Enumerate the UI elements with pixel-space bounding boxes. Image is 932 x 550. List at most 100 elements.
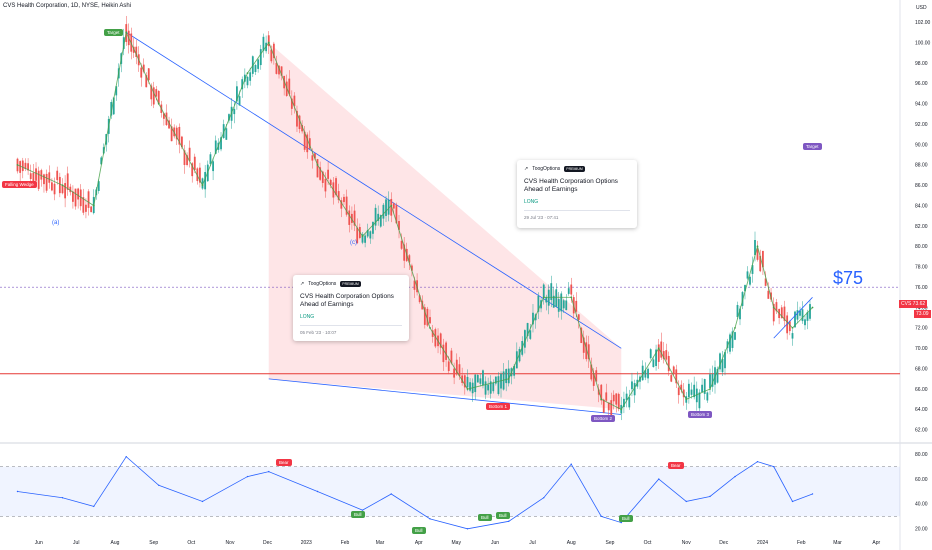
candle-body — [82, 197, 85, 213]
candle-body — [665, 350, 668, 360]
candle-body — [764, 278, 767, 286]
price-point — [772, 306, 775, 309]
idea-author-row: ↗ ToogOptions PREMIUM — [300, 281, 402, 287]
candle-body — [110, 102, 113, 116]
candle-body — [296, 110, 298, 127]
price-point — [16, 163, 19, 166]
candle-body — [64, 183, 67, 199]
candle-body — [74, 188, 77, 207]
candle-body — [238, 96, 241, 106]
candle-body — [353, 210, 356, 226]
candle-body — [484, 381, 487, 395]
candle-body — [682, 389, 685, 398]
time-tick-label: Jun — [491, 540, 499, 546]
candle-body — [729, 334, 731, 352]
price-point — [542, 296, 545, 299]
price-tick-label: 64.00 — [915, 407, 928, 413]
candle-body — [756, 248, 759, 260]
candle-body — [97, 181, 100, 191]
candle-body — [585, 342, 588, 360]
candle-body — [272, 43, 275, 59]
idea-card-2[interactable]: ↗ ToogOptions PREMIUM CVS Health Corpora… — [293, 275, 409, 341]
lower-trendline — [268, 378, 622, 415]
candle-body — [29, 173, 32, 180]
candle-body — [290, 98, 293, 109]
candle-body — [21, 160, 24, 172]
candle-body — [411, 265, 413, 271]
candle-body — [799, 310, 801, 316]
rsi-point — [620, 521, 622, 524]
time-tick-label: Dec — [719, 540, 728, 546]
candle-body — [329, 179, 332, 186]
price-point — [157, 102, 160, 105]
candle-body — [751, 265, 754, 274]
candle-body — [337, 191, 340, 201]
candle-body — [183, 150, 186, 165]
candle-body — [135, 46, 138, 57]
time-tick-label: Dec — [263, 540, 272, 546]
rsi-point — [658, 478, 660, 480]
candle-body — [780, 307, 783, 319]
candle-body — [413, 280, 416, 290]
price-point — [756, 245, 759, 248]
price-point — [316, 163, 319, 166]
price-point — [201, 184, 204, 187]
price-point — [570, 296, 573, 299]
candle-body — [24, 162, 27, 169]
candle-body — [662, 351, 665, 360]
idea-direction: LONG — [524, 199, 539, 205]
price-point — [429, 327, 431, 329]
candle-body — [794, 311, 796, 328]
candle-body — [526, 323, 529, 337]
idea-date: 29 Jul '23 · 07:41 — [524, 210, 630, 220]
rsi-line — [17, 456, 813, 530]
candle-body — [209, 154, 212, 164]
time-tick-label: Apr — [872, 540, 880, 546]
rsi-tick-label: 80.00 — [915, 452, 928, 458]
time-tick-label: Oct — [187, 540, 195, 546]
candle-body — [58, 176, 61, 194]
candle-body — [721, 358, 724, 373]
wave-c-label: (c) — [350, 240, 357, 246]
candle-body — [423, 307, 426, 325]
candle-body — [482, 370, 484, 386]
candle-body — [796, 310, 799, 320]
price-tick-label: 80.00 — [915, 244, 928, 250]
candle-body — [695, 388, 698, 403]
candle-body — [398, 221, 400, 230]
target-label-1: Target — [104, 29, 123, 36]
time-tick-label: Feb — [797, 540, 806, 546]
idea-headline[interactable]: CVS Health Corporation Options Ahead of … — [300, 293, 394, 308]
candle-body — [497, 376, 500, 395]
idea-headline[interactable]: CVS Health Corporation Options Ahead of … — [524, 178, 618, 193]
rsi-point — [756, 460, 759, 463]
candle-body — [246, 76, 249, 86]
idea-card-1[interactable]: ↗ ToogOptions PREMIUM CVS Health Corpora… — [517, 160, 637, 228]
candle-body — [442, 344, 445, 363]
upper-trendline — [126, 32, 622, 349]
candle-body — [759, 255, 762, 272]
candle-body — [487, 384, 490, 391]
time-tick-label: Apr — [415, 540, 423, 546]
candle-body — [178, 126, 181, 145]
candle-body — [316, 159, 319, 178]
candle-body — [672, 366, 675, 374]
candle-body — [112, 97, 115, 115]
candle-body — [311, 155, 314, 161]
candle-body — [804, 319, 806, 326]
rsi-bull-label-2: Bull — [412, 527, 426, 534]
rsi-point — [429, 518, 431, 520]
candle-body — [314, 153, 316, 159]
candle-body — [772, 303, 775, 322]
candle-body — [565, 300, 568, 311]
candle-body — [631, 381, 633, 390]
idea-date: 05 Feb '23 · 10:07 — [300, 325, 402, 335]
candle-body — [592, 373, 595, 386]
target-arrow — [773, 297, 813, 339]
price-tick-label: 94.00 — [915, 102, 928, 108]
candle-body — [19, 161, 22, 173]
price-tick-label: 76.00 — [915, 285, 928, 291]
price-tick-label: 72.00 — [915, 326, 928, 332]
candle-body — [122, 37, 125, 49]
